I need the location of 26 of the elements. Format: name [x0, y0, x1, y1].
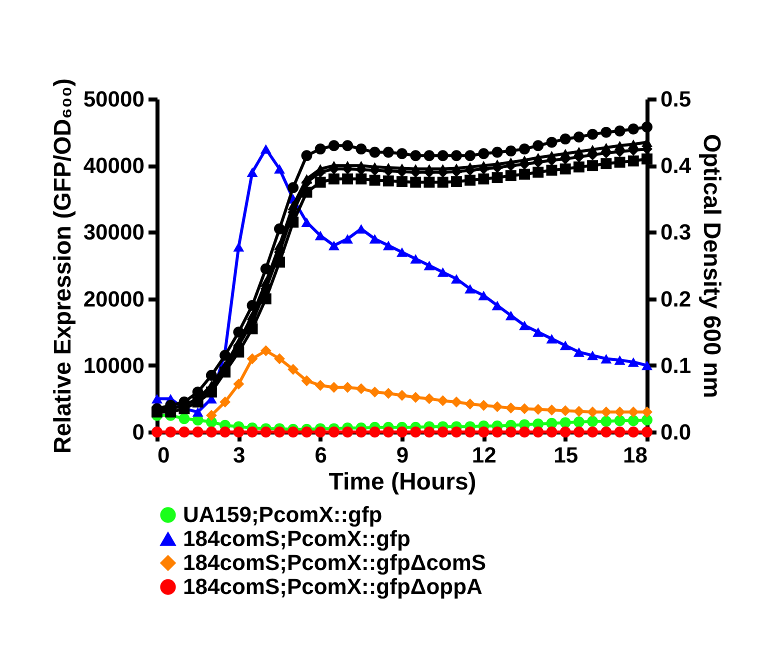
y-tick-label: 10000 [83, 352, 144, 378]
legend-label: 184comS;PcomX::gfpΔcomS [183, 550, 486, 575]
y2-tick-label: 0.2 [660, 286, 692, 312]
x-tick-label: 18 [623, 442, 648, 468]
legend-label: 184comS;PcomX::gfpΔoppA [183, 574, 483, 599]
x-tick-label: 6 [314, 442, 327, 468]
y2-tick-label: 0.4 [660, 153, 692, 178]
y-tick-label: 50000 [83, 86, 144, 112]
y2-tick-label: 0.1 [660, 352, 692, 378]
y-axis-title: Relative Expression (GFP/OD₆₀₀) [49, 78, 76, 454]
x-tick-label: 9 [396, 442, 409, 468]
legend-label: 184comS;PcomX::gfp [183, 526, 410, 551]
x-tick-label: 12 [472, 442, 496, 468]
y2-tick-label: 0.3 [660, 220, 692, 245]
x-axis-title: Time (Hours) [328, 468, 476, 496]
y2-axis-title: Optical Density 600 nm [698, 134, 726, 398]
legend-label: UA159;PcomX::gfp [183, 502, 382, 527]
y-tick-label: 30000 [83, 220, 144, 245]
x-tick-label: 3 [233, 442, 246, 468]
y2-tick-label: 0.5 [660, 86, 692, 112]
y-tick-label: 0 [132, 420, 144, 444]
x-tick-label: 0 [158, 442, 170, 468]
y-tick-label: 20000 [83, 286, 144, 312]
x-tick-label: 15 [554, 442, 578, 468]
y-tick-label: 40000 [83, 153, 144, 178]
y2-tick-label: 0.0 [660, 420, 692, 444]
